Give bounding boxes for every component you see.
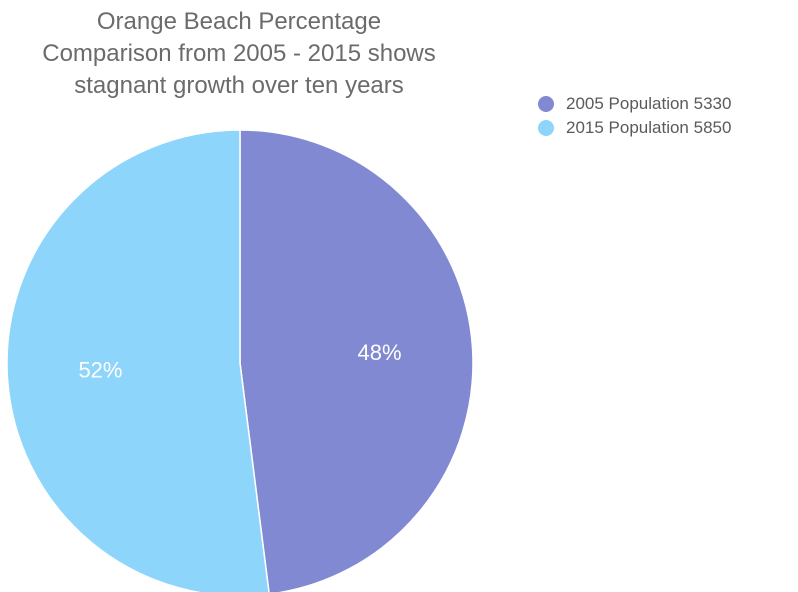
chart-title-line-2: Comparison from 2005 - 2015 shows — [42, 40, 436, 67]
legend-label-2015: 2015 Population 5850 — [566, 118, 732, 137]
legend-item-2015: 2015 Population 5850 — [538, 116, 731, 140]
legend-swatch-2005 — [538, 96, 554, 112]
legend-label-2005: 2005 Population 5330 — [566, 94, 732, 113]
chart-title: Orange Beach Percentage Comparison from … — [0, 6, 478, 102]
chart-title-line-1: Orange Beach Percentage — [96, 8, 382, 35]
chart-legend: 2005 Population 5330 2015 Population 585… — [538, 92, 731, 140]
slice-value-label-2005: 48% — [358, 340, 402, 365]
slice-value-label-2015: 52% — [78, 358, 122, 383]
chart-title-line-3: stagnant growth over ten years — [74, 72, 404, 99]
pie-slice-2005 — [239, 129, 474, 592]
pie-slice-2015 — [6, 129, 270, 592]
legend-swatch-2015 — [538, 120, 554, 136]
legend-item-2005: 2005 Population 5330 — [538, 92, 731, 116]
